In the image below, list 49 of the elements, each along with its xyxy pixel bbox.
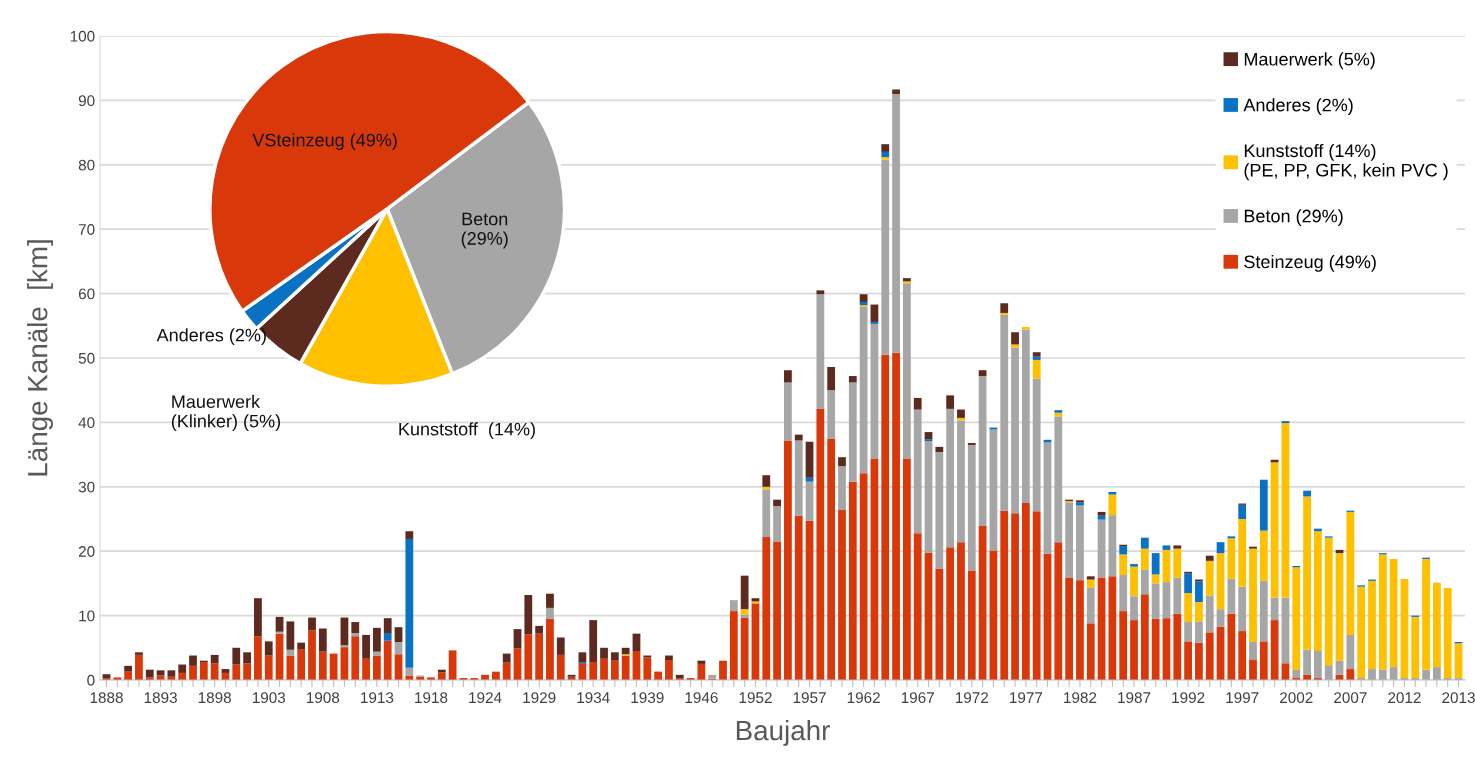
y-tick-label: 100 [70,30,95,42]
slice-label: Mauerwerk (Klinker) (5%) [171,394,281,432]
x-tick-label: 1992 [1172,692,1205,704]
y-axis-title: Länge Kanäle [km] [27,240,53,476]
x-tick-label: 1934 [577,692,610,704]
x-tick-label: 1982 [1064,692,1097,704]
y-tick-label: 0 [87,674,95,686]
y-tick-label: 50 [78,352,95,364]
x-tick-label: 1939 [631,692,664,704]
x-tick-label: 1967 [901,692,934,704]
x-tick-label: 1952 [739,692,772,704]
x-tick-label: 1929 [523,692,556,704]
x-tick-label: 1908 [306,692,340,704]
x-tick-label: 1972 [955,692,989,704]
y-tick-label: 30 [78,481,95,493]
x-tick-label: 1977 [1010,692,1043,704]
x-tick-label: 1946 [685,692,718,704]
x-tick-label: 2012 [1388,692,1421,704]
x-tick-label: 1997 [1226,692,1259,704]
slice-label: VSteinzeug (49%) [252,133,397,150]
x-tick-label: 1893 [144,692,177,704]
legend-label: Steinzeug (49%) [1244,254,1376,272]
slice-label: Anderes (2%) [156,328,266,346]
y-tick-label: 10 [79,610,95,622]
slice-label: Beton (29%) [461,212,508,249]
x-tick-label: 2007 [1334,692,1367,704]
y-tick-label: 40 [78,417,95,429]
y-tick-label: 90 [78,95,95,107]
legend-label: Anderes (2%) [1243,98,1353,115]
x-tick-label: 2013 [1442,692,1475,704]
legend-label: Beton (29%) [1244,209,1343,226]
slice-label: Kunststoff (14%) [399,422,535,440]
legend-label: Kunststoff (14%) (PE, PP, GFK, kein PVC ) [1244,143,1448,181]
x-axis-title: Baujahr [736,719,830,746]
x-tick-label: 1957 [793,692,826,704]
y-tick-label: 60 [78,288,95,300]
x-tick-label: 1903 [252,692,286,704]
y-tick-label: 80 [78,159,95,171]
x-tick-label: 1987 [1118,692,1151,704]
x-tick-label: 1898 [198,692,231,704]
x-tick-label: 1962 [847,692,880,704]
x-tick-label: 1888 [90,692,123,704]
x-tick-label: 1924 [469,692,502,704]
y-tick-label: 20 [78,546,95,557]
legend-label: Mauerwerk (5%) [1244,52,1375,70]
x-tick-label: 1918 [415,692,448,704]
y-tick-label: 70 [78,224,95,235]
x-tick-label: 1913 [361,692,394,704]
x-tick-label: 2002 [1280,692,1313,704]
